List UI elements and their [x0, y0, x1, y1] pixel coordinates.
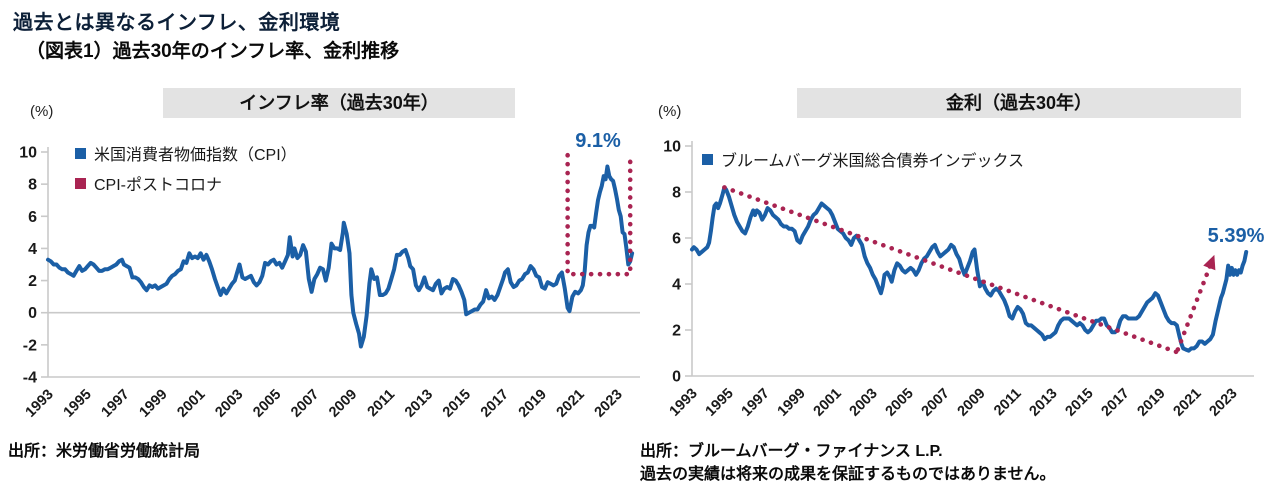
svg-text:2013: 2013 — [402, 387, 436, 421]
rates-source-line: 出所：ブルームバーグ・ファイナンス L.P. — [640, 443, 943, 460]
svg-text:2021: 2021 — [1171, 386, 1205, 420]
svg-text:6: 6 — [672, 231, 681, 248]
cpi-peak-annotation: 9.1% — [575, 130, 621, 152]
cpi-postcovid-swatch — [75, 177, 86, 189]
svg-text:2009: 2009 — [326, 387, 360, 421]
svg-text:1993: 1993 — [667, 386, 701, 420]
declining-trend-dotted-line — [722, 185, 1179, 355]
inflation-series-line — [46, 164, 635, 349]
svg-text:2005: 2005 — [883, 386, 917, 420]
legend-item-cpi: 米国消費者物価指数（CPI） — [75, 141, 297, 165]
svg-text:1999: 1999 — [775, 386, 809, 420]
rates-source-note: 出所：ブルームバーグ・ファイナンス L.P. 過去の実績は将来の成果を保証するも… — [640, 440, 1056, 486]
legend-label: ブルームバーグ米国総合債券インデックス — [721, 153, 1025, 170]
svg-text:6: 6 — [28, 209, 37, 226]
svg-text:-4: -4 — [23, 370, 37, 387]
svg-text:1995: 1995 — [61, 387, 95, 421]
svg-text:0: 0 — [28, 305, 37, 322]
svg-text:2019: 2019 — [516, 387, 550, 421]
svg-text:2015: 2015 — [440, 387, 474, 421]
yield-latest-annotation: 5.39% — [1207, 225, 1265, 247]
svg-text:8: 8 — [28, 177, 37, 194]
svg-text:0: 0 — [672, 369, 681, 386]
inflation-unit-label: (%) — [30, 103, 54, 120]
svg-text:1997: 1997 — [739, 386, 773, 420]
svg-text:2007: 2007 — [288, 387, 322, 421]
inflation-chart-title: インフレ率（過去30年） — [163, 88, 515, 118]
legend-label: CPI-ポストコロナ — [94, 177, 223, 194]
svg-text:2021: 2021 — [554, 387, 588, 421]
svg-text:2001: 2001 — [811, 386, 845, 420]
svg-text:-2: -2 — [23, 337, 37, 354]
svg-text:1993: 1993 — [23, 387, 57, 421]
svg-text:2015: 2015 — [1063, 386, 1097, 420]
agg-bond-swatch — [702, 153, 713, 165]
svg-text:4: 4 — [672, 277, 681, 294]
svg-text:1999: 1999 — [136, 387, 170, 421]
svg-text:2003: 2003 — [212, 387, 246, 421]
inflation-legend: 米国消費者物価指数（CPI） CPI-ポストコロナ — [75, 141, 297, 195]
svg-text:10: 10 — [19, 145, 37, 162]
svg-text:2: 2 — [28, 273, 37, 290]
legend-item-agg-bond: ブルームバーグ米国総合債券インデックス — [702, 147, 1024, 171]
svg-text:2001: 2001 — [174, 387, 208, 421]
svg-text:8: 8 — [672, 185, 681, 202]
svg-text:2013: 2013 — [1027, 386, 1061, 420]
rates-unit-label: (%) — [658, 103, 682, 120]
svg-text:2017: 2017 — [1099, 386, 1133, 420]
svg-text:2023: 2023 — [592, 387, 626, 421]
legend-label: 米国消費者物価指数（CPI） — [94, 147, 297, 164]
figure-subtitle: （図表1）過去30年のインフレ率、金利推移 — [26, 41, 400, 62]
inflation-source-note: 出所：米労働省労働統計局 — [8, 443, 201, 460]
svg-text:1997: 1997 — [99, 387, 133, 421]
rising-rate-dotted-arrow — [1175, 261, 1214, 352]
svg-text:2007: 2007 — [919, 386, 953, 420]
svg-text:2: 2 — [672, 323, 681, 340]
svg-text:2017: 2017 — [478, 387, 512, 421]
svg-text:2011: 2011 — [365, 387, 399, 421]
arrowhead-icon — [1203, 254, 1216, 271]
page-title: 過去とは異なるインフレ、金利環境 — [13, 12, 341, 34]
rates-chart-title: 金利（過去30年） — [797, 88, 1241, 118]
legend-item-cpi-postcovid: CPI-ポストコロナ — [75, 171, 297, 195]
rates-disclaimer-line: 過去の実績は将来の成果を保証するものではありません。 — [640, 466, 1056, 483]
cpi-series-swatch — [75, 147, 86, 159]
svg-text:2005: 2005 — [250, 387, 284, 421]
post-covid-dotted-box — [565, 152, 633, 277]
svg-text:2009: 2009 — [955, 386, 989, 420]
svg-text:2019: 2019 — [1135, 386, 1169, 420]
svg-text:4: 4 — [28, 241, 37, 258]
rates-series-line — [690, 185, 1249, 353]
svg-text:2023: 2023 — [1207, 386, 1241, 420]
svg-text:2003: 2003 — [847, 386, 881, 420]
svg-text:10: 10 — [663, 139, 681, 156]
svg-text:1995: 1995 — [703, 386, 737, 420]
svg-text:2011: 2011 — [991, 386, 1025, 420]
rates-legend: ブルームバーグ米国総合債券インデックス — [702, 147, 1024, 171]
